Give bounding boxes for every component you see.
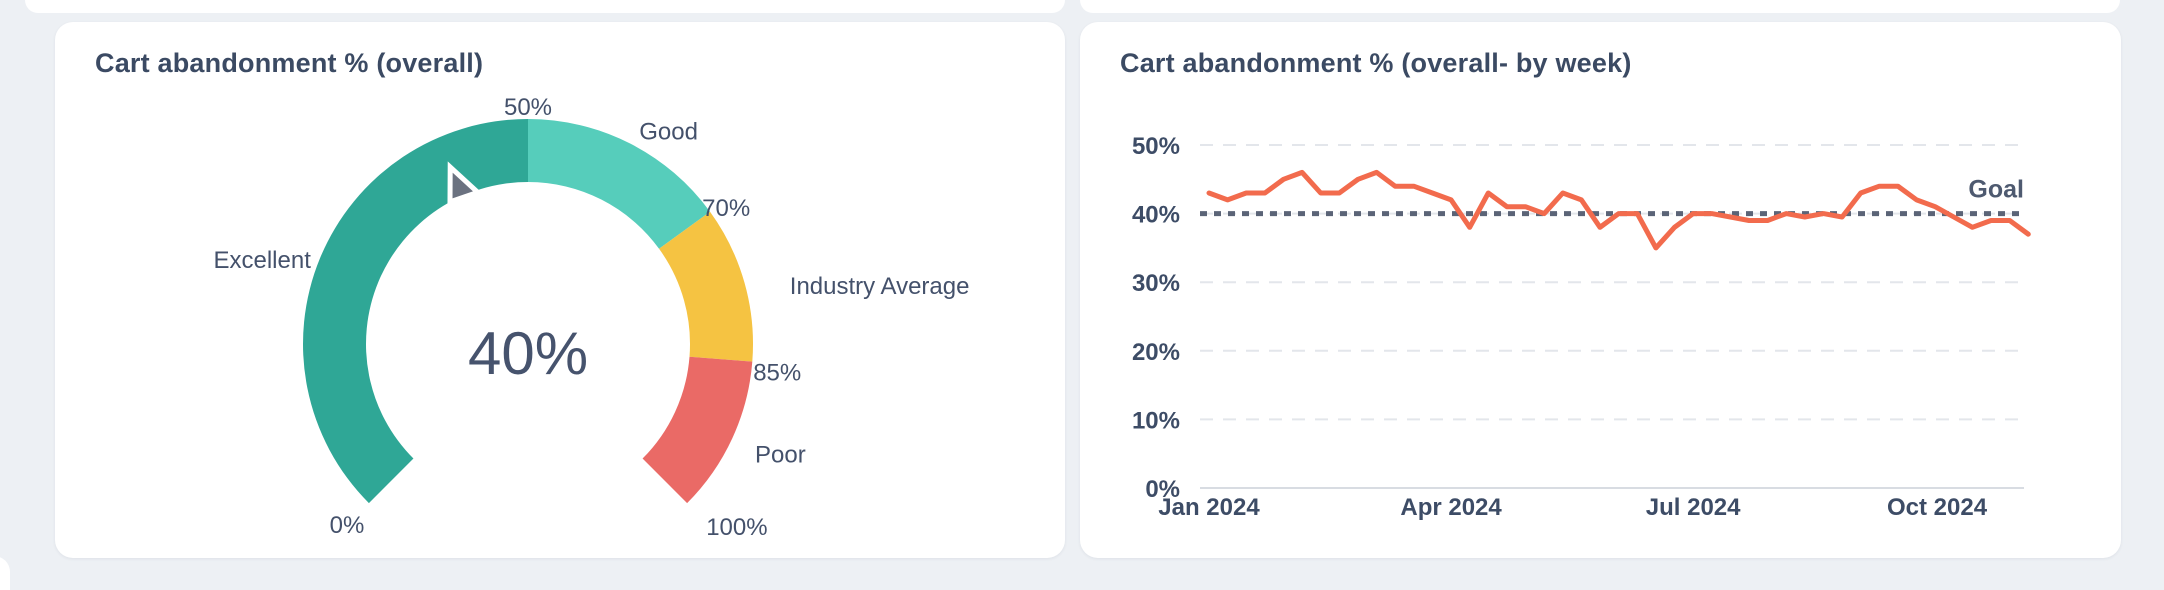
gauge-zone-poor xyxy=(642,356,753,504)
x-tick-label: Jul 2024 xyxy=(1646,494,1741,521)
line-chart[interactable]: 0% 10% 20% 30% 40% 50% Goal Jan 2024 Apr 2024 Jul… xyxy=(1080,22,2121,558)
gauge-zone-label: Industry Average xyxy=(790,273,970,300)
gauge-zone-label: Excellent xyxy=(213,247,311,274)
gauge-zone-good xyxy=(528,119,711,249)
x-tick-label: Apr 2024 xyxy=(1400,494,1502,521)
gauge-tick-label: 0% xyxy=(330,512,365,539)
x-tick-label: Jan 2024 xyxy=(1158,494,1260,521)
card-above-right-stub xyxy=(1080,0,2120,13)
card-above-left-stub xyxy=(25,0,1065,13)
gauge-zone-label: Good xyxy=(639,119,698,146)
gauge-tick-label: 100% xyxy=(706,514,767,541)
y-tick-label: 40% xyxy=(1132,202,1180,229)
y-tick-label: 30% xyxy=(1132,270,1180,297)
gauge-tick-label: 85% xyxy=(753,360,801,387)
gauge-tick-label: 50% xyxy=(504,94,552,121)
gauge-zone-label: Poor xyxy=(755,442,806,469)
gauge-card-title: Cart abandonment % (overall) xyxy=(95,48,484,78)
gauge-card: Cart abandonment % (overall) Excellent Go… xyxy=(55,22,1065,558)
series-line xyxy=(1206,169,2031,251)
card-below-left-stub xyxy=(0,556,10,590)
y-tick-label: 10% xyxy=(1132,407,1180,434)
y-tick-label: 50% xyxy=(1132,133,1180,160)
gauge-zone-industry-average xyxy=(659,211,753,362)
x-tick-label: Oct 2024 xyxy=(1887,494,1988,521)
line-card: Cart abandonment % (overall- by week) 0%… xyxy=(1080,22,2121,558)
y-tick-label: 0% xyxy=(1145,476,1180,503)
gauge-value: 40% xyxy=(468,320,588,387)
gauge-tick-label: 70% xyxy=(702,195,750,222)
gauge-chart[interactable]: Excellent Good Industry Average Poor 0% 50% 70… xyxy=(55,22,1065,558)
line-card-title: Cart abandonment % (overall- by week) xyxy=(1120,48,1632,78)
gauge-zone-excellent xyxy=(303,119,528,504)
gauge-needle xyxy=(447,161,483,206)
goal-label: Goal xyxy=(1968,176,2024,204)
y-tick-label: 20% xyxy=(1132,339,1180,366)
